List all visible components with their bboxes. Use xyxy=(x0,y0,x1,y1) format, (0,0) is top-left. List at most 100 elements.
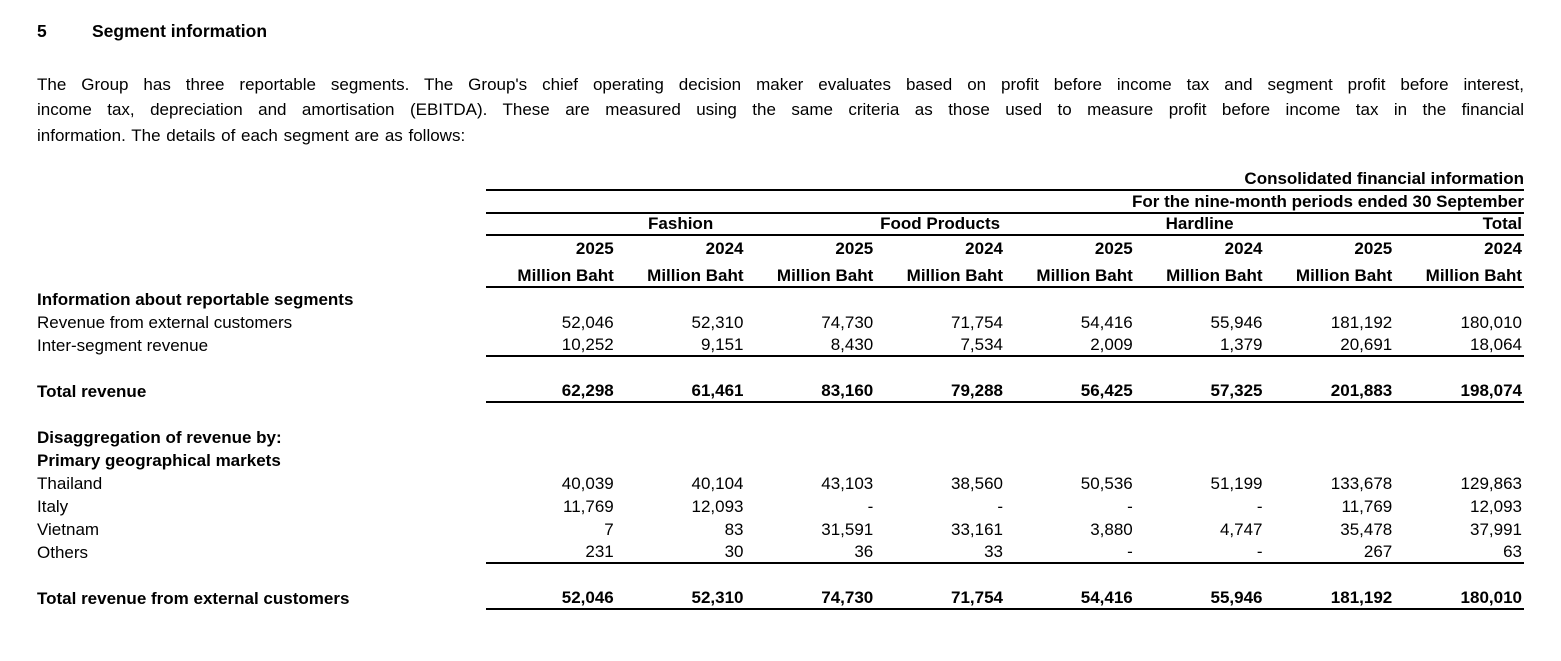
cell-value: 63 xyxy=(1394,540,1524,565)
cell-value: 8,430 xyxy=(745,333,876,358)
row-label: Inter-segment revenue xyxy=(37,336,209,356)
cell-value: 4,747 xyxy=(1219,520,1263,540)
cell-value xyxy=(616,425,746,448)
cell-value: 71,754 xyxy=(875,586,1005,611)
cell-value: 56,425 xyxy=(1005,379,1135,404)
cell-value: 35,478 xyxy=(1340,520,1393,540)
empty-label-cell xyxy=(37,235,486,259)
cell-value: 129,863 xyxy=(1460,474,1522,494)
year-header-cell: 2024 xyxy=(965,239,1003,259)
empty-label-cell xyxy=(37,164,486,190)
unit-header-cell: Million Baht xyxy=(1005,259,1135,289)
year-header-cell: 2025 xyxy=(1354,239,1393,259)
row-label: Total revenue xyxy=(37,382,147,402)
empty-label-cell xyxy=(37,259,486,287)
cell-value: 181,192 xyxy=(1264,586,1395,611)
cell-value: 31,591 xyxy=(821,520,874,540)
document-page: 5 Segment information The Group has thre… xyxy=(37,20,1524,611)
cell-value xyxy=(875,287,1005,310)
cell-value: 61,461 xyxy=(615,379,746,404)
row-label: Vietnam xyxy=(37,520,100,540)
cell-value: - xyxy=(1005,540,1135,565)
cell-value: 43,103 xyxy=(821,474,874,494)
row-label: Disaggregation of revenue by: xyxy=(37,428,282,448)
spacer-row xyxy=(37,402,1524,425)
cell-value xyxy=(1394,425,1524,448)
cell-value: 74,730 xyxy=(821,313,874,333)
cell-value: 33,161 xyxy=(951,520,1003,540)
paragraph-line: income tax, depreciation and amortisatio… xyxy=(37,100,1524,120)
cell-value: 51,199 xyxy=(1210,474,1263,494)
cell-value: 20,691 xyxy=(1264,333,1395,358)
cell-value: 231 xyxy=(486,540,616,565)
cell-value: 52,046 xyxy=(486,586,616,611)
intro-paragraph: The Group has three reportable segments.… xyxy=(37,72,1524,148)
section-number: 5 xyxy=(37,21,47,41)
spacer-cell xyxy=(37,563,1524,586)
cell-value: 38,560 xyxy=(951,474,1003,494)
group-header-spacer xyxy=(1264,213,1395,237)
group-header-spacer xyxy=(486,213,616,237)
cell-value xyxy=(486,448,616,471)
cell-value: 74,730 xyxy=(745,586,876,611)
cell-value xyxy=(486,425,616,448)
row-label: Italy xyxy=(37,497,69,517)
group-header-fashion: Fashion xyxy=(615,213,746,237)
year-header-cell: 2024 xyxy=(1224,239,1263,259)
unit-header-cell: Million Baht xyxy=(1264,259,1395,289)
empty-label-cell xyxy=(37,213,486,235)
empty-label-cell xyxy=(37,190,486,213)
group-header-total: Total xyxy=(1394,213,1524,237)
row-label: Information about reportable segments xyxy=(37,290,354,310)
cell-value: 198,074 xyxy=(1394,379,1524,404)
cell-value xyxy=(1394,287,1524,310)
year-header-cell: 2025 xyxy=(575,239,614,259)
cell-value: 83,160 xyxy=(745,379,876,404)
cell-value: 33 xyxy=(875,540,1005,565)
spacer-row xyxy=(37,356,1524,379)
cell-value: 7 xyxy=(604,520,614,540)
cell-value: 54,416 xyxy=(1080,313,1133,333)
unit-header-cell: Million Baht xyxy=(615,259,746,289)
cell-value: 3,880 xyxy=(1090,520,1133,540)
row-label: Revenue from external customers xyxy=(37,313,293,333)
cell-value: 36 xyxy=(745,540,876,565)
cell-value: 12,093 xyxy=(1470,497,1522,517)
unit-header-cell: Million Baht xyxy=(745,259,876,289)
cell-value: - xyxy=(1127,497,1133,517)
cell-value xyxy=(875,448,1005,471)
cell-value xyxy=(486,287,616,310)
row-label: Total revenue from external customers xyxy=(37,589,350,609)
cell-value: 180,010 xyxy=(1460,313,1522,333)
cell-value xyxy=(1265,448,1395,471)
cell-value: 201,883 xyxy=(1264,379,1395,404)
group-header-food-products: Food Products xyxy=(875,213,1005,237)
cell-value: 12,093 xyxy=(691,497,744,517)
section-title: Segment information xyxy=(92,21,268,41)
cell-value: 62,298 xyxy=(486,379,616,404)
row-label: Primary geographical markets xyxy=(37,451,281,471)
cell-value: 11,769 xyxy=(1341,497,1393,517)
section-heading: 5 Segment information xyxy=(37,20,1524,42)
cell-value: - xyxy=(997,497,1003,517)
cell-value xyxy=(1005,448,1135,471)
cell-value: 52,310 xyxy=(691,313,744,333)
cell-value xyxy=(746,448,876,471)
cell-value xyxy=(875,425,1005,448)
cell-value: 181,192 xyxy=(1330,313,1393,333)
row-label: Thailand xyxy=(37,474,103,494)
cell-value: 40,104 xyxy=(691,474,744,494)
year-header-cell: 2025 xyxy=(1094,239,1133,259)
cell-value: 11,769 xyxy=(563,497,614,517)
cell-value xyxy=(746,425,876,448)
cell-value xyxy=(616,287,746,310)
cell-value xyxy=(1265,287,1395,310)
cell-value: 55,946 xyxy=(1210,313,1263,333)
unit-header-cell: Million Baht xyxy=(1394,259,1524,289)
unit-header-cell: Million Baht xyxy=(1134,259,1265,289)
cell-value xyxy=(746,287,876,310)
cell-value: 9,151 xyxy=(615,333,746,358)
cell-value xyxy=(1135,425,1265,448)
cell-value xyxy=(1265,425,1395,448)
cell-value: 267 xyxy=(1264,540,1395,565)
